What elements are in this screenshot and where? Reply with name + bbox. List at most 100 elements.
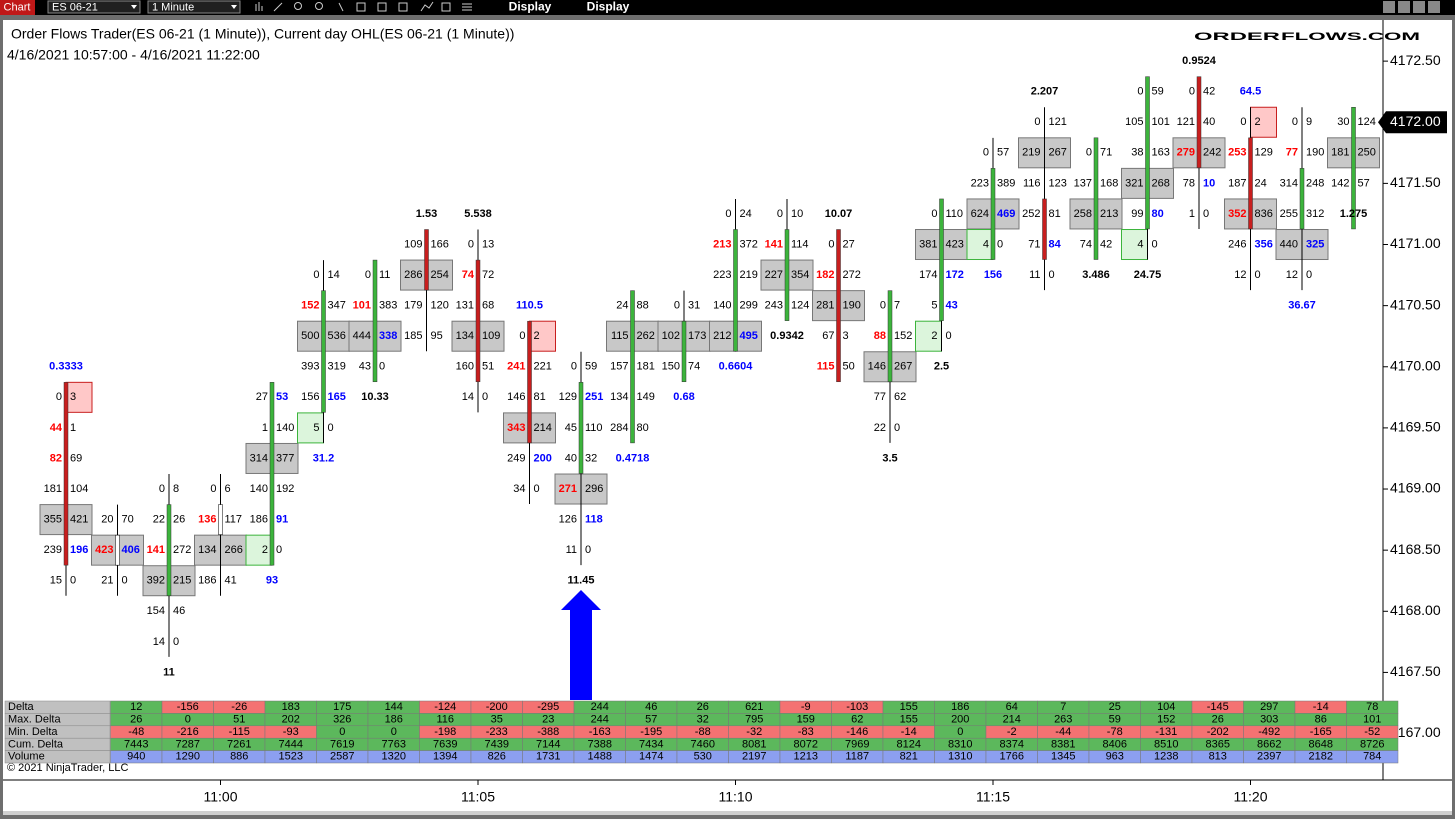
ask-volume: 59 — [1152, 86, 1164, 98]
table-value: -103 — [846, 701, 868, 713]
bar-annotation: 93 — [266, 575, 278, 587]
bid-volume: 5 — [931, 300, 937, 312]
table-value: 64 — [1006, 701, 1018, 713]
ask-volume: 272 — [843, 269, 861, 281]
table-value: 8648 — [1309, 738, 1333, 750]
bid-volume: 444 — [353, 330, 371, 342]
bid-volume: 0 — [571, 361, 577, 373]
ask-volume: 251 — [585, 391, 603, 403]
bid-volume: 286 — [404, 269, 422, 281]
bid-volume: 187 — [1228, 177, 1246, 189]
table-value: 8662 — [1257, 738, 1281, 750]
table-value: 8365 — [1206, 738, 1230, 750]
ask-volume: 254 — [431, 269, 449, 281]
table-value: 326 — [333, 714, 351, 726]
ask-volume: 0 — [122, 575, 128, 587]
bid-volume: 279 — [1177, 147, 1195, 159]
ask-volume: 26 — [173, 513, 185, 525]
chart-tab-label[interactable]: Chart — [4, 1, 31, 13]
chart-tab[interactable] — [0, 0, 35, 15]
table-row-label: Delta — [8, 701, 35, 713]
ask-volume: 0 — [1306, 269, 1312, 281]
bar-annotation: 5.538 — [464, 208, 492, 220]
table-value: 104 — [1157, 701, 1175, 713]
window-buttons[interactable] — [1383, 1, 1440, 13]
chart-panel — [3, 20, 1452, 815]
table-value: 784 — [1363, 751, 1381, 763]
ask-volume: 213 — [1100, 208, 1118, 220]
table-value: -48 — [128, 726, 144, 738]
candle-body — [681, 320, 687, 383]
candle-body — [733, 229, 738, 352]
poc-cell — [554, 473, 582, 505]
bid-volume: 134 — [198, 544, 216, 556]
candle-body — [939, 198, 944, 321]
bid-volume: 243 — [765, 300, 783, 312]
menu-display[interactable]: Display — [587, 0, 630, 14]
ask-volume: 68 — [482, 300, 494, 312]
bid-volume: 4 — [1137, 238, 1143, 250]
bar-annotation: 11.45 — [568, 575, 595, 587]
ask-imbalance-box — [529, 320, 556, 352]
poc-cell — [760, 259, 788, 291]
y-tick-label: 4167.00 — [1390, 724, 1441, 740]
table-value: 7 — [1060, 701, 1066, 713]
ask-volume: 836 — [1255, 208, 1273, 220]
candle-body — [1145, 76, 1150, 230]
instrument-select[interactable] — [47, 0, 141, 14]
interval-select[interactable] — [147, 0, 241, 14]
interval-label[interactable]: 1 Minute — [152, 1, 194, 13]
bid-volume: 5 — [313, 422, 319, 434]
table-value: 26 — [1212, 714, 1224, 726]
table-value: 7619 — [330, 738, 354, 750]
poc-cell — [735, 320, 762, 352]
ask-volume: 72 — [482, 269, 494, 281]
bid-volume: 44 — [50, 422, 63, 434]
table-value: 144 — [385, 701, 403, 713]
bid-volume: 43 — [359, 361, 371, 373]
bid-volume: 45 — [565, 422, 577, 434]
table-value: 8072 — [794, 738, 818, 750]
bid-volume: 343 — [507, 422, 525, 434]
bid-volume: 241 — [507, 361, 525, 373]
instrument-label[interactable]: ES 06-21 — [52, 1, 98, 13]
ask-volume: 250 — [1358, 147, 1376, 159]
table-value: -93 — [283, 726, 299, 738]
toolbar-icons[interactable] — [255, 1, 472, 12]
bid-volume: 249 — [507, 452, 525, 464]
ask-volume: 10 — [1203, 177, 1215, 189]
bid-volume: 0 — [777, 208, 783, 220]
table-value: 214 — [1003, 714, 1021, 726]
ask-volume: 190 — [843, 300, 861, 312]
bid-volume: 321 — [1125, 177, 1143, 189]
table-value: 62 — [851, 714, 863, 726]
poc-cell — [1327, 137, 1354, 169]
table-value: 7287 — [176, 738, 200, 750]
scrollbar[interactable] — [3, 811, 1452, 815]
bar-annotation: 0.6604 — [719, 361, 754, 373]
ask-volume: 356 — [1255, 238, 1273, 250]
bid-volume: 0 — [674, 300, 680, 312]
ask-volume: 181 — [637, 361, 655, 373]
bar-annotation: 10.33 — [361, 391, 389, 403]
candle-body — [115, 534, 120, 566]
last-price-label: 4172.00 — [1390, 113, 1441, 129]
menu-display[interactable]: Display — [509, 0, 552, 14]
bid-volume: 284 — [610, 422, 628, 434]
table-value: 813 — [1209, 751, 1227, 763]
bid-volume: 77 — [1286, 147, 1298, 159]
poc-cell — [606, 320, 633, 352]
table-value: 1345 — [1051, 751, 1075, 763]
bid-volume: 77 — [874, 391, 886, 403]
ask-volume: 59 — [585, 361, 597, 373]
ask-volume: 325 — [1306, 238, 1324, 250]
bid-volume: 115 — [611, 330, 629, 342]
table-value: 263 — [1054, 714, 1072, 726]
table-value: 159 — [797, 714, 815, 726]
bid-volume: 0 — [159, 483, 165, 495]
table-value: 795 — [745, 714, 763, 726]
poc-cell — [503, 412, 530, 444]
x-tick-label: 11:00 — [204, 789, 238, 805]
table-value: 2197 — [742, 751, 766, 763]
x-tick-label: 11:10 — [719, 789, 753, 805]
